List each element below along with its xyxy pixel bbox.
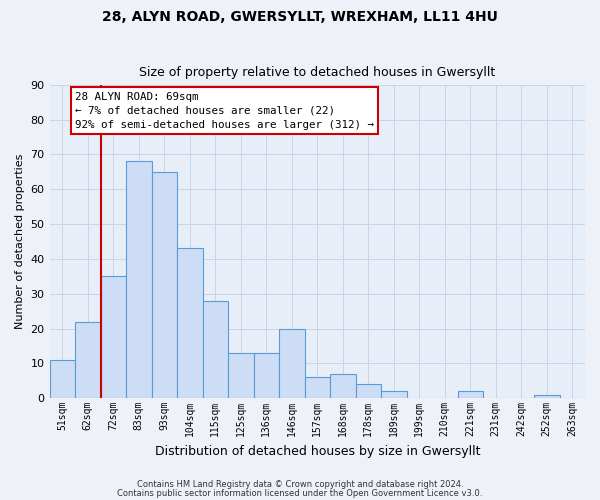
Y-axis label: Number of detached properties: Number of detached properties xyxy=(15,154,25,329)
Bar xyxy=(254,353,279,398)
Bar xyxy=(534,394,560,398)
Bar xyxy=(458,391,483,398)
Text: 28, ALYN ROAD, GWERSYLLT, WREXHAM, LL11 4HU: 28, ALYN ROAD, GWERSYLLT, WREXHAM, LL11 … xyxy=(102,10,498,24)
Text: Contains HM Land Registry data © Crown copyright and database right 2024.: Contains HM Land Registry data © Crown c… xyxy=(137,480,463,489)
Bar xyxy=(177,248,203,398)
Bar xyxy=(203,300,228,398)
Bar xyxy=(228,353,254,398)
X-axis label: Distribution of detached houses by size in Gwersyllt: Distribution of detached houses by size … xyxy=(155,444,480,458)
Bar xyxy=(330,374,356,398)
Bar xyxy=(126,162,152,398)
Text: 28 ALYN ROAD: 69sqm
← 7% of detached houses are smaller (22)
92% of semi-detache: 28 ALYN ROAD: 69sqm ← 7% of detached hou… xyxy=(75,92,374,130)
Title: Size of property relative to detached houses in Gwersyllt: Size of property relative to detached ho… xyxy=(139,66,496,80)
Bar xyxy=(50,360,75,398)
Bar xyxy=(381,391,407,398)
Bar xyxy=(305,378,330,398)
Bar xyxy=(279,328,305,398)
Bar xyxy=(101,276,126,398)
Bar xyxy=(75,322,101,398)
Bar xyxy=(152,172,177,398)
Text: Contains public sector information licensed under the Open Government Licence v3: Contains public sector information licen… xyxy=(118,489,482,498)
Bar xyxy=(356,384,381,398)
